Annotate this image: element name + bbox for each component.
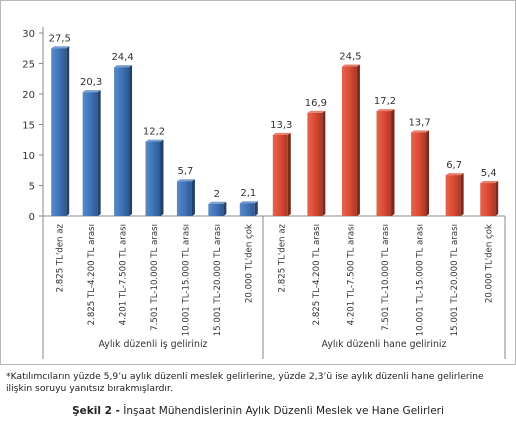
bar-top [208, 201, 227, 204]
bar [341, 66, 357, 216]
bar [176, 181, 192, 216]
bar-top [272, 132, 291, 135]
bar-side [495, 181, 499, 216]
x-tick-label: 2.825 TL-4.200 TL arası [87, 224, 97, 325]
y-tick-label: 0 [29, 212, 35, 223]
bar [411, 132, 427, 216]
group-label: Aylık düzenli hane geliriniz [322, 339, 447, 350]
x-tick-label: 20.000 TL'den çok [244, 224, 254, 303]
x-tick-label: 10.001 TL-15.000 TL arası [181, 224, 191, 336]
x-tick-label: 7.501 TL-10.000 TL arası [381, 224, 391, 331]
bar [480, 183, 496, 216]
bar-top [341, 64, 360, 67]
footnote: *Katılımcıların yüzde 5,9’u aylık düzenl… [6, 371, 484, 394]
bar-side [191, 179, 195, 216]
bar-top [114, 65, 133, 68]
bar-top [480, 181, 499, 184]
bar [445, 175, 461, 216]
bar-side [129, 65, 133, 216]
bar-side [160, 139, 164, 216]
x-tick-label: 4.201 TL-7.500 TL arası [346, 224, 356, 325]
bar-top [445, 173, 464, 176]
bar [376, 111, 392, 216]
x-tick-label: 2.825 TL'den az [56, 224, 66, 293]
chart-frame: 0 5 10 15 20 25 30 27,5 2.825 TL'den az 20,3 2.825… [0, 0, 516, 365]
bar [51, 48, 67, 216]
y-tick-label: 5 [29, 182, 35, 193]
data-label: 5,7 [177, 166, 193, 177]
data-label: 17,2 [374, 96, 396, 107]
bar-top [51, 46, 70, 49]
bar [307, 112, 323, 216]
data-label: 13,7 [408, 117, 430, 128]
bar [82, 92, 98, 216]
y-tick-label: 25 [22, 60, 35, 71]
bar-side [223, 201, 227, 216]
data-label: 2,1 [240, 188, 256, 199]
x-tick-label: 10.001 TL-15.000 TL arası [416, 224, 426, 336]
bar-side [391, 109, 395, 216]
group-label: Aylık düzenli iş geliriniz [99, 339, 208, 350]
bar [239, 203, 255, 216]
y-tick-label: 20 [22, 90, 35, 101]
bar [114, 67, 130, 216]
x-tick-label: 15.001 TL-20.000 TL arası [213, 224, 223, 336]
bar-top [376, 109, 395, 112]
bar-top [239, 201, 258, 204]
y-tick-label: 15 [22, 121, 35, 132]
data-label: 16,9 [305, 98, 327, 109]
bar-top [82, 90, 101, 93]
bar [145, 141, 161, 216]
bar-side [97, 90, 101, 216]
data-label: 24,4 [111, 52, 133, 63]
bar-top [145, 139, 164, 142]
caption-text: İnşaat Mühendislerinin Aylık Düzenli Mes… [119, 405, 444, 417]
bar-side [287, 132, 291, 216]
data-label: 6,7 [446, 160, 462, 171]
figure-caption: Şekil 2 - İnşaat Mühendislerinin Aylık D… [0, 405, 516, 417]
data-label: 20,3 [80, 77, 102, 88]
bar-side [426, 130, 430, 216]
data-label: 12,2 [143, 127, 165, 138]
data-label: 5,4 [481, 168, 497, 179]
x-tick-label: 4.201 TL-7.500 TL arası [119, 224, 129, 325]
y-tick-label: 30 [22, 29, 35, 40]
bar [272, 134, 288, 216]
bar-top [176, 179, 195, 182]
x-tick-label: 15.001 TL-20.000 TL arası [450, 224, 460, 336]
data-label: 27,5 [49, 33, 71, 44]
bar-side [66, 46, 70, 216]
bar-top [307, 110, 326, 113]
bar-side [322, 110, 326, 216]
x-tick-label: 20.000 TL'den çok [485, 224, 495, 303]
x-tick-label: 2.825 TL'den az [277, 224, 287, 293]
caption-prefix: Şekil 2 - [72, 405, 120, 417]
x-tick-label: 2.825 TL-4.200 TL arası [312, 224, 322, 325]
bar-top [411, 130, 430, 133]
data-label: 24,5 [339, 52, 361, 63]
bar-side [356, 64, 360, 216]
x-tick-label: 7.501 TL-10.000 TL arası [150, 224, 160, 331]
y-tick-label: 10 [22, 151, 35, 162]
data-label: 13,3 [270, 120, 292, 131]
bar-side [254, 201, 258, 216]
bar-chart: 0 5 10 15 20 25 30 27,5 2.825 TL'den az 20,3 2.825… [22, 27, 506, 359]
bar [208, 203, 224, 216]
bar-side [460, 173, 464, 216]
data-label: 2 [214, 189, 220, 200]
